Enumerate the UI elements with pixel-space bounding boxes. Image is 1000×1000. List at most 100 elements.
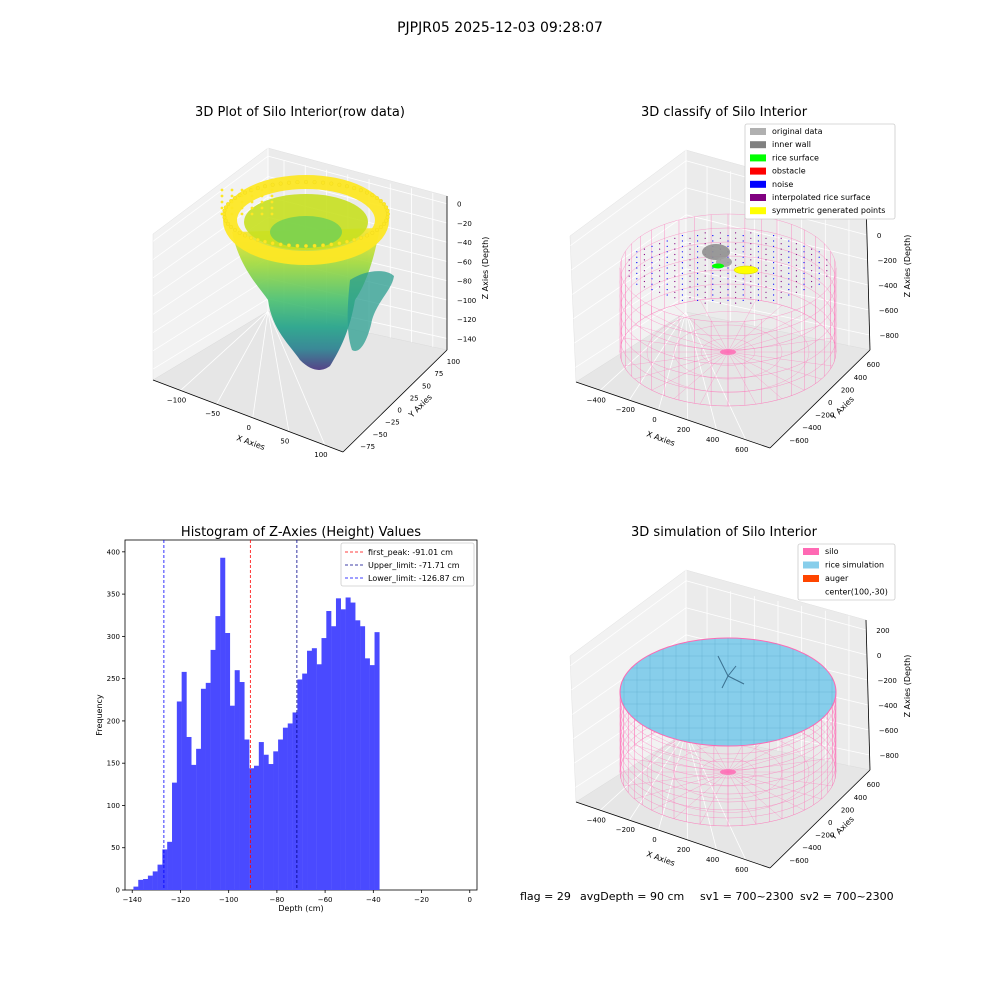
z-tick-label: −120: [457, 316, 476, 324]
histogram-bar: [239, 682, 245, 890]
x-tick-label: 0: [247, 424, 251, 432]
z-axis-line: [865, 619, 871, 771]
legend-swatch: [803, 548, 819, 555]
rice-surface: [619, 637, 837, 747]
legend-label: auger: [825, 574, 849, 583]
z-tick-label: −60: [457, 258, 472, 266]
y-tick-label: −600: [789, 857, 808, 865]
tick-labels: −140 −120 −100 −80 −60 −40 −20 0 0 50 100 150 200 250…: [107, 548, 472, 904]
y-tick-label: 400: [107, 548, 120, 556]
histogram-bar: [282, 727, 288, 890]
histogram-bar: [191, 764, 197, 890]
histogram-bar: [350, 602, 356, 890]
legend-label: symmetric generated points: [772, 206, 885, 215]
legend-swatch: [803, 575, 819, 582]
x-axis-line: [152, 379, 344, 453]
y-tick-label: 600: [867, 781, 880, 789]
y-tick-label: 50: [422, 382, 431, 390]
histogram-bar: [268, 764, 274, 890]
y-tick-label: 300: [107, 633, 120, 641]
y-tick-label: −25: [385, 419, 400, 427]
z-tick-label: −600: [879, 727, 898, 735]
x-tick-label: −100: [167, 396, 186, 404]
histogram-bar: [278, 739, 284, 890]
silo-wireframe: [619, 213, 837, 407]
histogram-bar: [253, 765, 260, 890]
z-tick-label: 0: [877, 232, 881, 240]
rim-points: [220, 180, 390, 248]
z-tick-label: −600: [879, 307, 898, 315]
histogram-bar: [220, 557, 226, 890]
x-tick-label: −400: [587, 816, 606, 824]
histogram-bar: [311, 648, 317, 890]
legend-label: silo: [825, 547, 839, 556]
z-tick-label: −100: [457, 297, 476, 305]
histogram-bar: [143, 879, 149, 890]
z-tick-label: 0: [457, 201, 461, 209]
x-tick-label: 50: [280, 437, 289, 445]
histogram-bar: [297, 679, 303, 890]
y-tick-label: −400: [802, 424, 821, 432]
histogram-bar: [162, 849, 168, 890]
y-tick-label: 200: [841, 386, 854, 394]
y-tick-label: 250: [107, 675, 120, 683]
histogram-bar: [335, 598, 341, 890]
histogram-bar: [331, 626, 337, 890]
histogram-bar: [340, 609, 346, 890]
y-tick-label: 400: [854, 794, 867, 802]
x-tick-label: −400: [587, 396, 606, 404]
z-axis-label: Z Axies (Depth): [481, 237, 490, 300]
legend-label: obstacle: [772, 167, 806, 176]
legend-label: Upper_limit: -71.71 cm: [368, 561, 460, 570]
x-tick-label: 600: [735, 446, 748, 454]
y-tick-label: 200: [841, 806, 854, 814]
histogram-bar: [355, 620, 361, 890]
y-tick-label: 150: [107, 760, 120, 768]
y-tick-label: −200: [815, 412, 834, 420]
y-tick-label: 0: [397, 407, 401, 415]
legend-label: noise: [772, 180, 793, 189]
x-axis-label: X Axies: [235, 433, 266, 452]
x-tick-label: 400: [706, 436, 719, 444]
legend-swatch: [750, 194, 766, 201]
tick-labels: −100−50050100−75−50−2502550751000−20−40−…: [167, 201, 476, 459]
x-tick-label: 100: [314, 451, 327, 459]
x-tick-label: −100: [219, 896, 238, 904]
z-tick-label: −200: [878, 257, 897, 265]
y-axis-line: [769, 349, 871, 449]
histogram-bar: [263, 754, 269, 890]
histogram-bar: [186, 736, 192, 890]
y-tick-label: 350: [107, 591, 120, 599]
histogram-bar: [200, 688, 206, 890]
y-tick-label: −400: [802, 844, 821, 852]
symmetric-points-cluster: [733, 265, 759, 275]
histogram-bar: [157, 864, 163, 890]
z-tick-label: −400: [878, 702, 897, 710]
histogram-bar: [345, 597, 351, 890]
x-tick-label: 400: [706, 856, 719, 864]
y-tick-label: 200: [107, 717, 120, 725]
y-axis-label: Y Axies: [828, 815, 856, 843]
y-tick-label: −50: [373, 431, 388, 439]
avg-depth-text: avgDepth = 90 cm: [580, 890, 684, 903]
flag-text: flag = 29: [520, 890, 571, 903]
y-tick-label: 0: [828, 819, 832, 827]
z-tick-label: 200: [876, 627, 889, 635]
histogram-bar: [133, 886, 139, 890]
x-tick-label: −200: [616, 406, 635, 414]
histogram-bar: [172, 782, 178, 890]
point-cloud: [220, 175, 394, 370]
y-tick-label: −200: [815, 832, 834, 840]
z-tick-label: −40: [457, 239, 472, 247]
y-tick-label: 100: [447, 358, 460, 366]
y-tick-label: 100: [107, 802, 120, 810]
histogram-bar: [321, 638, 327, 890]
histogram-bar: [176, 701, 182, 890]
histogram-bar: [147, 875, 153, 890]
z-tick-label: −400: [878, 282, 897, 290]
footer-status: flag = 29 avgDepth = 90 cm sv1 = 700~230…: [520, 890, 894, 903]
histogram-bar: [326, 611, 332, 890]
y-tick-label: 75: [434, 370, 443, 378]
z-tick-label: −20: [457, 220, 472, 228]
